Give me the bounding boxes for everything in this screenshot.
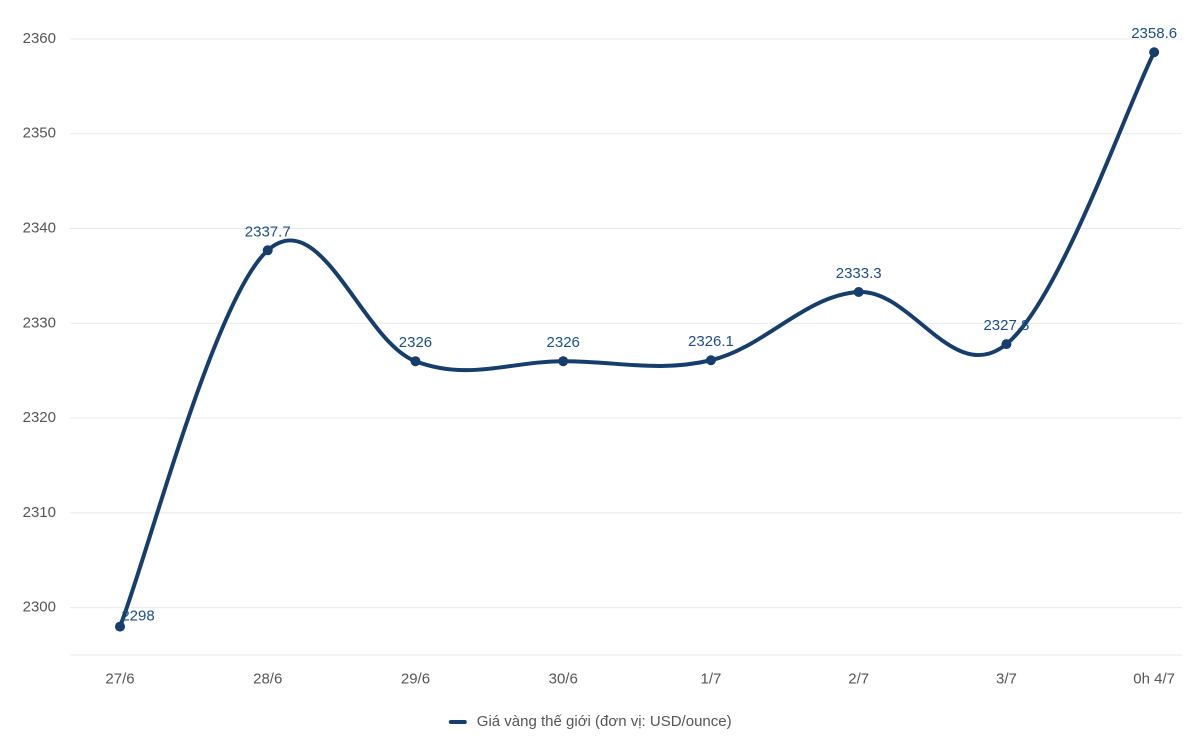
data-point [1149, 47, 1159, 57]
x-tick-label: 28/6 [253, 670, 282, 687]
legend-label: Giá vàng thế giới (đơn vị: USD/ounce) [477, 713, 732, 730]
data-label: 2326 [547, 334, 580, 351]
x-tick-label: 2/7 [848, 670, 869, 687]
x-tick-label: 27/6 [105, 670, 134, 687]
data-label: 2327.8 [983, 317, 1029, 334]
x-tick-label: 1/7 [701, 670, 722, 687]
data-label: 2358.6 [1131, 25, 1177, 42]
series-line [120, 52, 1154, 626]
data-point [263, 245, 273, 255]
x-tick-label: 0h 4/7 [1133, 670, 1175, 687]
data-label: 2326 [399, 334, 432, 351]
y-tick-label: 2310 [23, 504, 56, 521]
y-tick-label: 2340 [23, 219, 56, 236]
x-tick-label: 30/6 [549, 670, 578, 687]
data-label: 2333.3 [836, 265, 882, 282]
data-label: 2298 [121, 608, 154, 625]
y-tick-label: 2320 [23, 409, 56, 426]
x-tick-label: 3/7 [996, 670, 1017, 687]
data-label: 2337.7 [245, 223, 291, 240]
chart-svg: 2300 2310 2320 2330 2340 2350 2360 27/6 28/6 29/6… [0, 0, 1192, 752]
data-point [410, 356, 420, 366]
y-tick-label: 2330 [23, 314, 56, 331]
data-point [558, 356, 568, 366]
y-tick-label: 2300 [23, 599, 56, 616]
y-tick-label: 2360 [23, 30, 56, 47]
data-point [1001, 339, 1011, 349]
legend-symbol [449, 720, 467, 724]
data-point [706, 355, 716, 365]
data-point [854, 287, 864, 297]
gold-price-chart: 2300 2310 2320 2330 2340 2350 2360 27/6 28/6 29/6… [0, 0, 1192, 752]
data-label: 2326.1 [688, 333, 734, 350]
x-tick-label: 29/6 [401, 670, 430, 687]
y-tick-label: 2350 [23, 125, 56, 142]
